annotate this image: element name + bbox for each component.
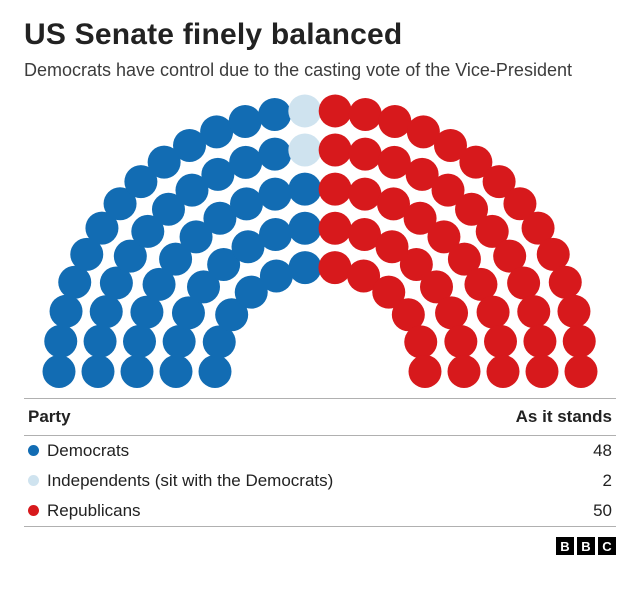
seat-dot [477,296,510,329]
seat-dot [557,295,590,328]
seat-dot [163,325,196,358]
party-name: Democrats [47,441,129,460]
seat-dot [90,295,123,328]
seat-dot [319,173,352,206]
seat-dot [487,355,520,388]
legend-dot-icon [28,475,39,486]
seat-dot [319,212,352,245]
table-row: Democrats 48 [24,436,616,467]
hemicycle-svg [40,90,600,390]
party-cell: Independents (sit with the Democrats) [24,466,468,496]
seat-dot [289,251,322,284]
seat-dot [444,325,477,358]
seat-dot [348,178,381,211]
seat-dot [121,355,154,388]
party-count: 48 [468,436,616,467]
bbc-block: C [598,537,616,555]
seat-dot [484,325,517,358]
seat-dot [229,146,262,179]
table-header-row: Party As it stands [24,399,616,436]
seat-dot [526,355,559,388]
seat-dot [349,98,382,131]
seat-dot [200,116,233,149]
legend-dot-icon [28,445,39,456]
seat-dot [259,218,292,251]
seat-dot [288,212,321,245]
seat-dot [230,188,263,221]
seat-dot [318,251,351,284]
seat-dot [448,355,481,388]
seat-dot [378,105,411,138]
party-count: 50 [468,496,616,527]
seat-dot [409,355,442,388]
legend-dot-icon [28,505,39,516]
seat-dot [258,138,291,171]
seat-dot [258,98,291,131]
bbc-block: B [577,537,595,555]
chart-subtitle: Democrats have control due to the castin… [24,58,616,82]
col-count: As it stands [468,399,616,436]
chart-title: US Senate finely balanced [24,18,616,52]
senate-infographic: US Senate finely balanced Democrats have… [0,0,640,572]
seat-dot [435,297,468,330]
seat-dot [123,325,156,358]
party-table: Party As it stands Democrats48Independen… [24,398,616,527]
seat-dot [549,266,582,299]
party-cell: Republicans [24,496,468,527]
seat-dot [523,325,556,358]
party-name: Republicans [47,501,141,520]
source-footer: BBC [24,537,616,556]
seat-dot [404,326,437,359]
seat-dot [507,267,540,300]
bbc-logo: BBC [556,537,616,555]
party-cell: Democrats [24,436,468,467]
seat-dot [43,355,76,388]
seat-dot [82,355,115,388]
table-row: Republicans 50 [24,496,616,527]
hemicycle-chart [24,90,616,390]
seat-dot [50,295,83,328]
seat-dot [288,134,321,167]
seat-dot [517,295,550,328]
party-count: 2 [468,466,616,496]
seat-dot [44,325,77,358]
table-row: Independents (sit with the Democrats) 2 [24,466,616,496]
seat-dot [319,134,352,167]
seat-dot [84,325,117,358]
seat-dot [349,138,382,171]
party-name: Independents (sit with the Democrats) [47,471,333,490]
bbc-block: B [556,537,574,555]
seat-dot [260,260,293,293]
seat-dot [199,355,232,388]
seat-dot [229,105,262,138]
seat-dot [160,355,193,388]
col-party: Party [24,399,468,436]
seat-dot [288,95,321,128]
seat-dot [319,95,352,128]
seat-dot [259,178,292,211]
seat-dot [563,325,596,358]
seat-dot [288,173,321,206]
seat-dot [565,355,598,388]
